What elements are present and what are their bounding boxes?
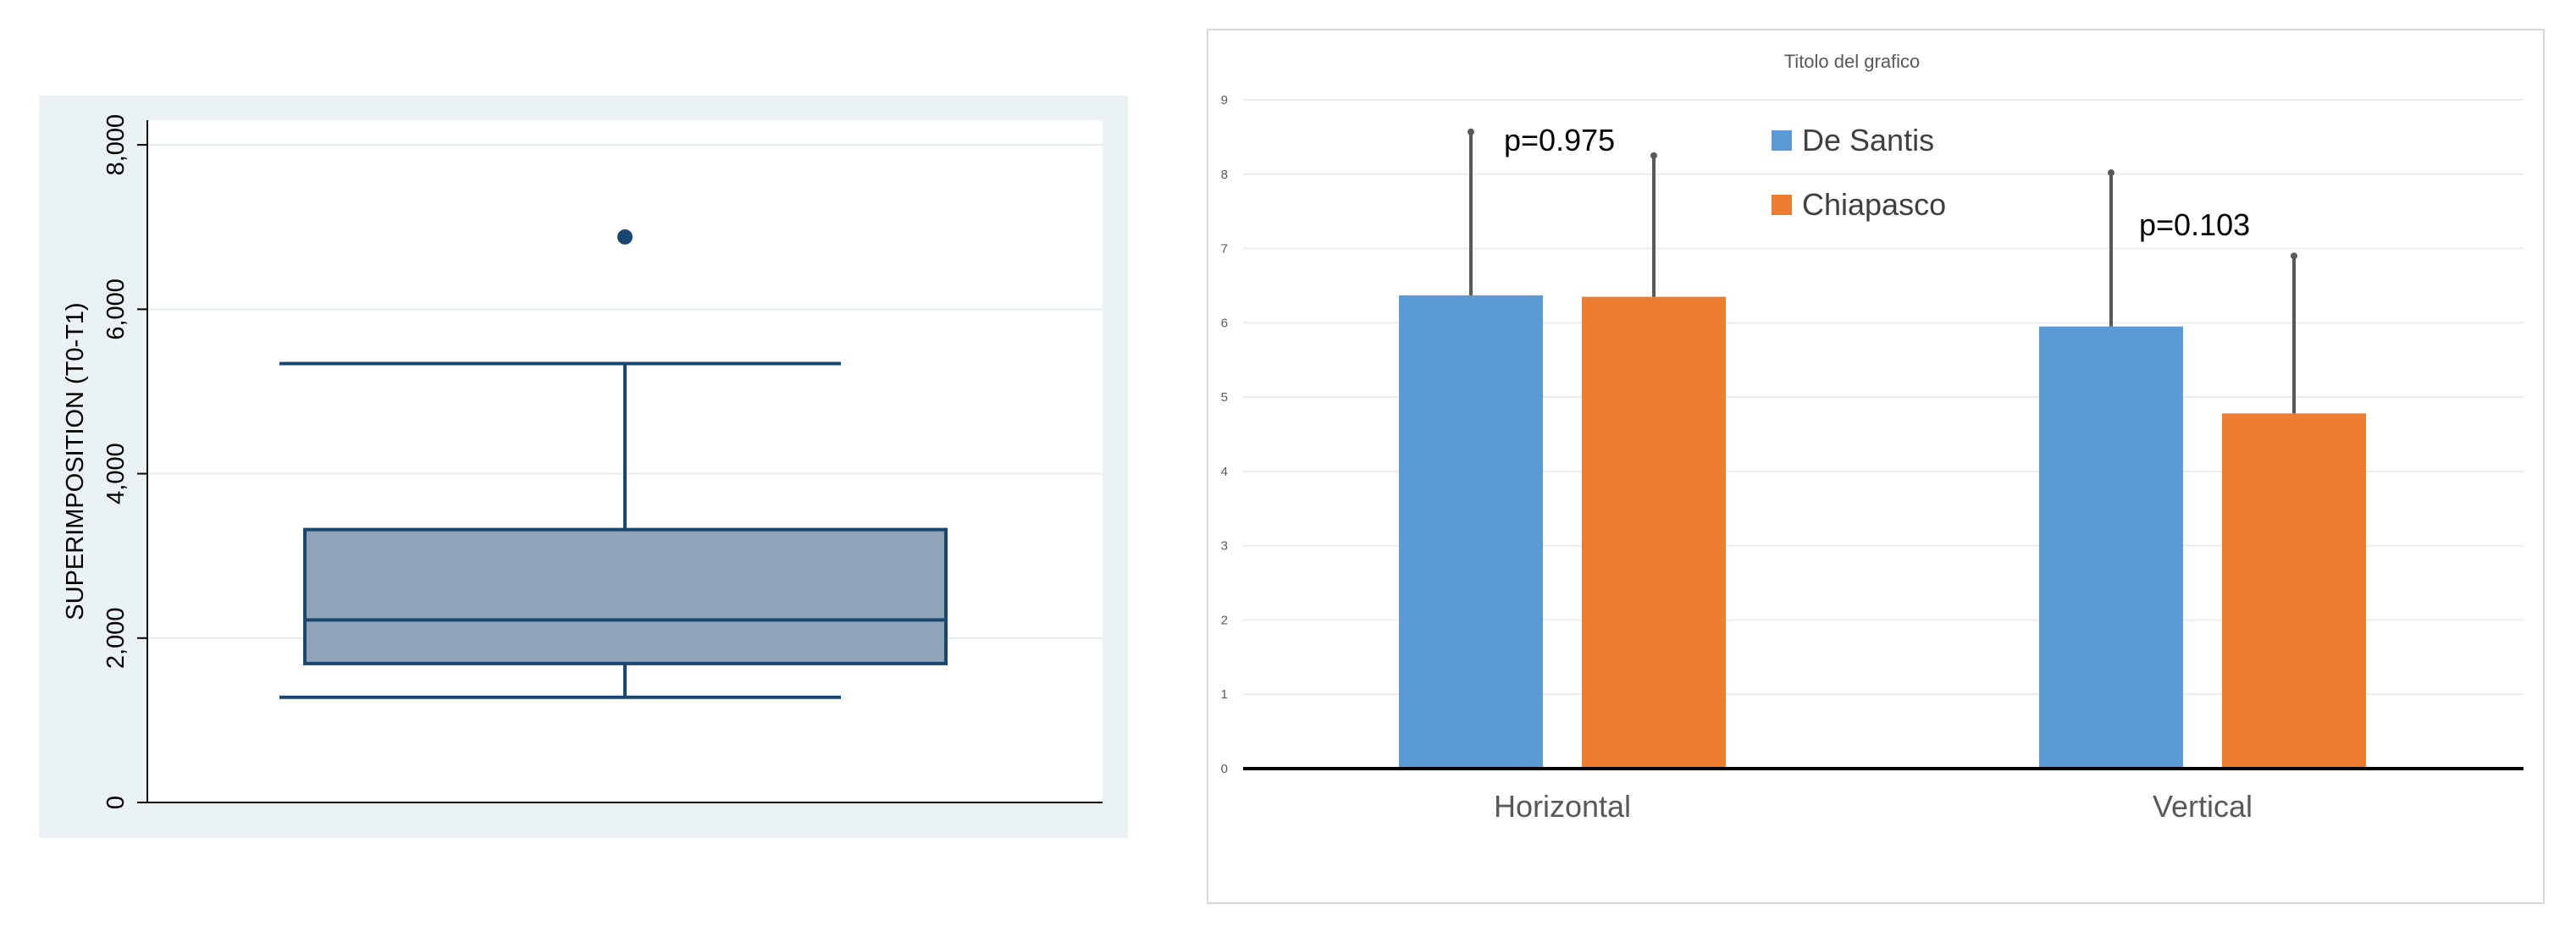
bar — [2222, 413, 2366, 769]
bar — [2039, 326, 2183, 769]
legend-swatch-de-santis — [1772, 130, 1792, 151]
bar-chart-y-tick-label: 2 — [1221, 613, 1228, 627]
bar-chart: Titolo del grafico 0 1 2 3 4 5 6 7 8 9 Horizontal… — [1207, 29, 2545, 904]
bar-chart-y-tick-label: 4 — [1221, 465, 1228, 479]
boxplot-y-axis-label: SUPERIMPOSITION (T0-T1) — [62, 302, 89, 620]
bar-chart-title: Titolo del grafico — [1784, 51, 1921, 72]
bar-chart-legend: De Santis Chiapasco — [1772, 123, 1946, 222]
boxplot-tick-label: 2,000 — [102, 607, 130, 669]
bar-chart-y-tick-label: 9 — [1221, 93, 1228, 108]
boxplot-y-ticks: 0 2,000 4,000 6,000 8,000 — [102, 114, 147, 809]
boxplot-tick-label: 4,000 — [102, 443, 130, 505]
bar-chart-y-tick-label: 5 — [1221, 390, 1228, 405]
boxplot-marks — [279, 229, 948, 699]
bar-chart-y-tick-label: 3 — [1221, 539, 1228, 554]
bar-chart-y-tick-label: 1 — [1221, 687, 1228, 702]
bar-chart-y-tick-label: 6 — [1221, 316, 1228, 330]
legend-swatch-chiapasco — [1772, 195, 1792, 215]
bar — [1582, 296, 1726, 769]
bar-chart-bars — [1399, 128, 2366, 769]
bar-chart-x-label: Horizontal — [1494, 789, 1631, 824]
bar-chart-y-ticks: 0 1 2 3 4 5 6 7 8 9 — [1221, 93, 1228, 776]
boxplot-chart: 0 2,000 4,000 6,000 8,000 SUPERIMPOSITION (T… — [39, 96, 1128, 838]
legend-label-de-santis: De Santis — [1802, 123, 1934, 157]
legend-label-chiapasco: Chiapasco — [1802, 187, 1946, 222]
boxplot-tick-label: 8,000 — [102, 114, 130, 176]
error-bar-cap — [2291, 252, 2297, 260]
annotation-p-vertical: p=0.103 — [2139, 207, 2250, 242]
bar-chart-y-tick-label: 8 — [1221, 168, 1228, 182]
bar-chart-x-labels: Horizontal Vertical — [1494, 789, 2253, 824]
error-bar-cap — [1468, 128, 1474, 135]
error-bar-cap — [1650, 152, 1657, 159]
annotation-p-horizontal: p=0.975 — [1504, 123, 1615, 157]
bar-chart-y-tick-label: 0 — [1221, 762, 1228, 776]
bar-chart-y-tick-label: 7 — [1221, 242, 1228, 256]
boxplot-tick-label: 0 — [102, 796, 130, 809]
boxplot-box — [303, 527, 948, 665]
error-bar-cap — [2108, 169, 2114, 177]
boxplot-outlier-point — [617, 229, 633, 245]
bar — [1399, 295, 1543, 769]
bar-chart-x-label: Vertical — [2153, 789, 2253, 824]
boxplot-tick-label: 6,000 — [102, 278, 130, 340]
